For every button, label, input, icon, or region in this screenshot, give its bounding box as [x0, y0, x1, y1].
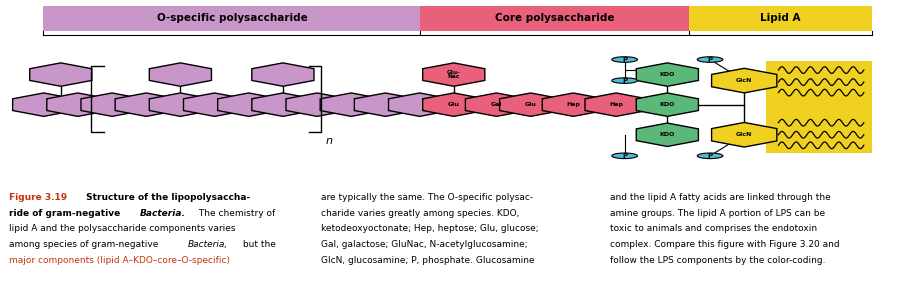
Text: The chemistry of: The chemistry of [196, 209, 275, 218]
Text: Gal: Gal [490, 102, 501, 107]
Polygon shape [711, 122, 776, 147]
Ellipse shape [611, 57, 637, 62]
Polygon shape [542, 93, 604, 116]
Text: and the lipid A fatty acids are linked through the: and the lipid A fatty acids are linked t… [610, 193, 830, 202]
Ellipse shape [696, 57, 722, 62]
Text: Bacteria,: Bacteria, [188, 240, 228, 249]
Ellipse shape [611, 78, 637, 83]
Bar [765, 61, 871, 153]
Text: O-specific polysaccharide: O-specific polysaccharide [156, 14, 307, 23]
FancyBboxPatch shape [420, 6, 688, 31]
Text: Glu: Glu [447, 102, 459, 107]
Polygon shape [285, 93, 348, 116]
Polygon shape [183, 93, 246, 116]
Text: Lipid A: Lipid A [759, 14, 800, 23]
Polygon shape [252, 93, 313, 116]
FancyBboxPatch shape [688, 6, 871, 31]
Text: Structure of the lipopolysaccha-: Structure of the lipopolysaccha- [83, 193, 250, 202]
Text: charide varies greatly among species. KDO,: charide varies greatly among species. KD… [321, 209, 518, 218]
Polygon shape [81, 93, 143, 116]
Text: follow the LPS components by the color-coding.: follow the LPS components by the color-c… [610, 256, 824, 265]
Polygon shape [320, 93, 382, 116]
Text: P: P [621, 57, 627, 63]
Polygon shape [584, 93, 647, 116]
Text: ketodeoxyoctonate; Hep, heptose; Glu, glucose;: ketodeoxyoctonate; Hep, heptose; Glu, gl… [321, 224, 538, 234]
Text: Bacteria.: Bacteria. [140, 209, 186, 218]
Polygon shape [711, 68, 776, 93]
Polygon shape [149, 63, 211, 86]
Ellipse shape [611, 153, 637, 159]
Text: P: P [621, 153, 627, 159]
Text: complex. Compare this figure with Figure 3.20 and: complex. Compare this figure with Figure… [610, 240, 839, 249]
Text: among species of gram-negative: among species of gram-negative [9, 240, 161, 249]
Text: lipid A and the polysaccharide components varies: lipid A and the polysaccharide component… [9, 224, 236, 234]
Text: GlcN: GlcN [735, 132, 751, 137]
Text: P: P [621, 78, 627, 83]
Polygon shape [499, 93, 561, 116]
Polygon shape [465, 93, 527, 116]
Polygon shape [149, 93, 211, 116]
Text: Gal, galactose; GluNac, N-acetylglucosamine;: Gal, galactose; GluNac, N-acetylglucosam… [321, 240, 527, 249]
Polygon shape [636, 93, 698, 116]
Text: amine groups. The lipid A portion of LPS can be: amine groups. The lipid A portion of LPS… [610, 209, 824, 218]
Polygon shape [423, 93, 484, 116]
Text: n: n [325, 136, 332, 146]
Text: KDO: KDO [659, 72, 675, 77]
Text: toxic to animals and comprises the endotoxin: toxic to animals and comprises the endot… [610, 224, 816, 234]
Polygon shape [388, 93, 451, 116]
Polygon shape [47, 93, 109, 116]
Text: Hep: Hep [609, 102, 622, 107]
Text: P: P [707, 153, 712, 159]
Polygon shape [252, 63, 313, 86]
Polygon shape [636, 63, 698, 86]
Ellipse shape [696, 153, 722, 159]
Text: GlcN: GlcN [735, 78, 751, 83]
Text: are typically the same. The O-specific polysac-: are typically the same. The O-specific p… [321, 193, 533, 202]
Text: Core polysaccharide: Core polysaccharide [494, 14, 614, 23]
Text: Hep: Hep [566, 102, 580, 107]
Text: KDO: KDO [659, 132, 675, 137]
Text: Glu: Glu [525, 102, 535, 107]
Polygon shape [115, 93, 177, 116]
Text: Figure 3.19: Figure 3.19 [9, 193, 67, 202]
Text: Glu-
Nac: Glu- Nac [446, 70, 460, 79]
Polygon shape [423, 63, 484, 86]
Text: major components (lipid A–KDO–core–O-specific): major components (lipid A–KDO–core–O-spe… [9, 256, 229, 265]
Polygon shape [218, 93, 280, 116]
FancyBboxPatch shape [43, 6, 420, 31]
Text: KDO: KDO [659, 102, 675, 107]
Polygon shape [13, 93, 75, 116]
Text: ride of gram-negative: ride of gram-negative [9, 209, 124, 218]
Polygon shape [636, 123, 698, 146]
Polygon shape [30, 63, 92, 86]
Text: but the: but the [239, 240, 275, 249]
Polygon shape [354, 93, 416, 116]
Text: P: P [707, 57, 712, 63]
Text: GlcN, glucosamine; P, phosphate. Glucosamine: GlcN, glucosamine; P, phosphate. Glucosa… [321, 256, 534, 265]
